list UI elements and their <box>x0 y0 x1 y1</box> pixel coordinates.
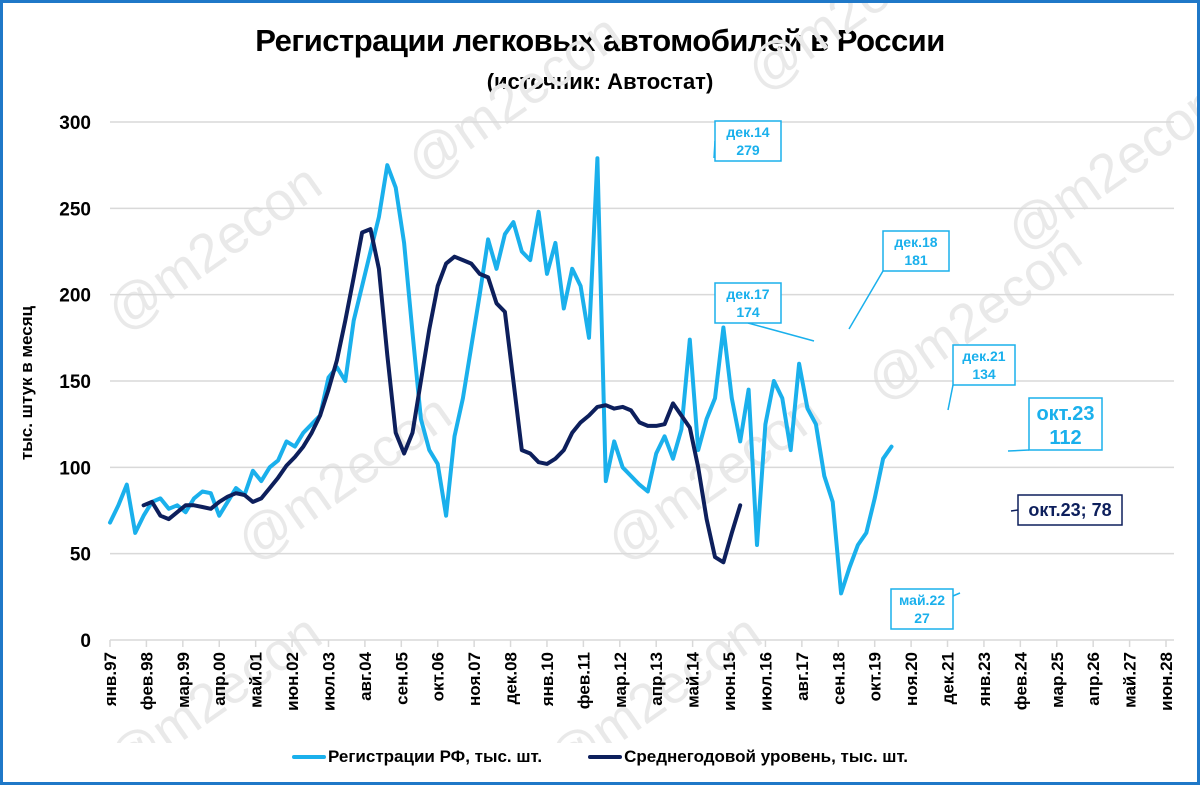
x-tick-label: мар.99 <box>174 652 193 708</box>
svg-text:174: 174 <box>736 304 760 320</box>
svg-text:27: 27 <box>914 610 930 626</box>
plot-area: @m2econ@m2econ @m2econ@m2econ@m2econ @m2ec… <box>59 3 1197 743</box>
x-tick-label: дек.08 <box>502 652 521 704</box>
watermark: @m2econ <box>995 72 1197 263</box>
x-tick-label: янв.10 <box>538 652 557 707</box>
svg-text:дек.17: дек.17 <box>726 286 769 302</box>
x-tick-label: окт.06 <box>429 652 448 701</box>
y-tick-label: 300 <box>59 113 91 134</box>
x-tick-label: ноя.07 <box>465 652 484 706</box>
x-tick-label: ноя.20 <box>902 652 921 706</box>
x-tick-label: фев.11 <box>574 652 593 709</box>
svg-text:181: 181 <box>904 252 928 268</box>
svg-text:134: 134 <box>972 366 996 382</box>
legend-label-registrations: Регистрации РФ, тыс. шт. <box>327 747 543 766</box>
y-tick-label: 100 <box>59 458 91 479</box>
x-tick-label: фев.98 <box>137 652 156 710</box>
svg-text:279: 279 <box>736 142 760 158</box>
legend-swatch-registrations <box>291 755 326 759</box>
x-tick-label: июн.15 <box>720 652 739 711</box>
svg-text:май.22: май.22 <box>899 592 945 608</box>
chart-subtitle: (источник: Автостат) <box>486 69 714 94</box>
annotation-callout: дек.21 134 <box>947 344 1016 411</box>
svg-text:дек.14: дек.14 <box>726 124 769 140</box>
series-annual-avg-line <box>141 227 743 565</box>
x-tick-label: май.27 <box>1121 652 1140 708</box>
x-tick-label: авг.04 <box>356 651 375 700</box>
watermark: @m2econ <box>95 152 332 343</box>
annotation-callout: дек.18 181 <box>848 230 950 330</box>
x-tick-label: сен.05 <box>392 652 411 705</box>
x-tick-label: янв.23 <box>975 652 994 707</box>
legend: Регистрации РФ, тыс. шт. Среднегодовой у… <box>3 747 1197 767</box>
legend-swatch-annual-avg <box>588 755 623 759</box>
x-tick-label: мар.25 <box>1048 652 1067 708</box>
svg-text:дек.21: дек.21 <box>962 348 1005 364</box>
chart-title: Регистрации легковых автомобилей в Росси… <box>255 23 945 58</box>
annotation-callout: окт.23; 78 <box>1010 494 1123 526</box>
annotation-callout: май.22 27 <box>890 588 961 630</box>
svg-text:дек.18: дек.18 <box>894 234 937 250</box>
annotation-callout: дек.17 174 <box>714 282 815 342</box>
svg-text:окт.23: окт.23 <box>1036 403 1094 425</box>
watermark: @m2econ <box>735 3 972 103</box>
legend-item-registrations: Регистрации РФ, тыс. шт. <box>291 747 543 767</box>
y-tick-label: 150 <box>59 372 91 393</box>
svg-text:112: 112 <box>1049 427 1081 449</box>
x-tick-label: янв.97 <box>101 652 120 707</box>
x-tick-label: июл.16 <box>756 652 775 711</box>
x-tick-label: июн.28 <box>1157 652 1176 711</box>
x-tick-label: июн.02 <box>283 652 302 711</box>
x-tick-label: июл.03 <box>319 652 338 711</box>
watermark: @m2econ <box>225 382 462 573</box>
x-tick-label: апр.00 <box>210 652 229 706</box>
x-tick-label: окт.19 <box>866 652 885 701</box>
x-tick-label: апр.26 <box>1084 652 1103 706</box>
y-tick-label: 250 <box>59 199 91 220</box>
y-tick-label: 0 <box>80 631 91 652</box>
y-tick-label: 50 <box>70 545 91 566</box>
x-tick-label: фев.24 <box>1011 651 1030 710</box>
series-registrations-line <box>108 156 894 596</box>
legend-item-annual-avg: Среднегодовой уровень, тыс. шт. <box>588 747 908 767</box>
annotation-callout: дек.14 279 <box>713 120 782 162</box>
svg-text:окт.23; 78: окт.23; 78 <box>1028 500 1111 520</box>
x-tick-label: мар.12 <box>611 652 630 708</box>
x-tick-label: сен.18 <box>829 652 848 705</box>
x-tick-label: авг.17 <box>793 652 812 701</box>
x-tick-label: май.01 <box>247 652 266 708</box>
legend-label-annual-avg: Среднегодовой уровень, тыс. шт. <box>624 747 909 766</box>
y-tick-label: 200 <box>59 286 91 307</box>
x-tick-label: май.14 <box>684 651 703 707</box>
x-tick-label: апр.13 <box>647 652 666 706</box>
x-tick-label: дек.21 <box>939 652 958 704</box>
